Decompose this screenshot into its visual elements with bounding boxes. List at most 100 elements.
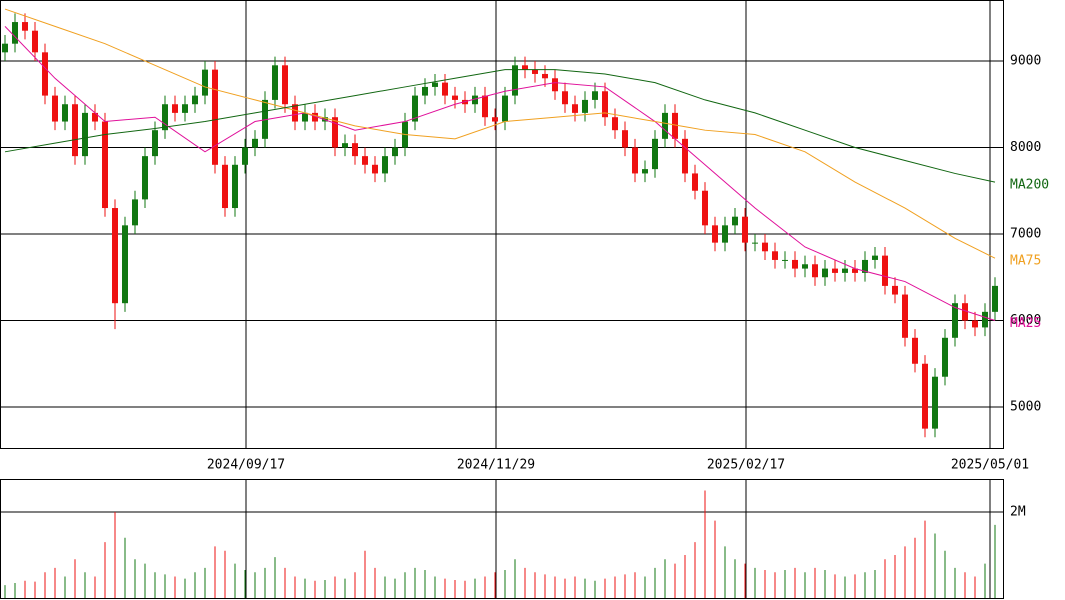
candle-body <box>542 73 548 79</box>
candle-body <box>362 156 368 165</box>
x-tick-label: 2024/09/17 <box>207 458 285 473</box>
moving-average-line <box>4 26 996 321</box>
candle-body <box>882 255 888 286</box>
candle-body <box>352 143 358 157</box>
candle-body <box>422 86 428 96</box>
candle-body <box>62 104 68 122</box>
candle-body <box>972 320 978 328</box>
candle-body <box>442 82 448 96</box>
candle-body <box>712 225 718 243</box>
candle-body <box>812 264 818 278</box>
candle-body <box>432 82 438 87</box>
candle-body <box>802 264 808 269</box>
candle-body <box>42 52 48 96</box>
candle-body <box>552 78 558 92</box>
candle-body <box>982 311 988 328</box>
candle-body <box>962 303 968 321</box>
candle-body <box>892 285 898 295</box>
candle-body <box>582 99 588 113</box>
candle-body <box>82 112 88 157</box>
candle-body <box>682 138 688 174</box>
candle-body <box>92 112 98 122</box>
candle-body <box>672 112 678 139</box>
x-tick-label: 2025/02/17 <box>707 458 785 473</box>
candle-body <box>382 156 388 174</box>
candle-body <box>702 190 708 226</box>
volume-panel <box>0 479 1004 599</box>
candle-body <box>842 268 848 273</box>
y-tick-label: 2M <box>1010 504 1026 519</box>
candle-body <box>162 104 168 131</box>
candle-body <box>152 130 158 157</box>
candle-body <box>902 294 908 338</box>
candle-body <box>722 225 728 243</box>
candle-body <box>182 104 188 113</box>
candle-body <box>602 91 608 118</box>
moving-average-line <box>4 69 996 183</box>
legend-label: MA25 <box>1010 316 1041 331</box>
candle-body <box>252 138 258 148</box>
candle-body <box>532 69 538 74</box>
y-tick-label: 8000 <box>1010 140 1041 155</box>
candle-body <box>822 268 828 278</box>
candle-body <box>272 65 278 100</box>
candle-body <box>452 95 458 100</box>
candle-body <box>292 104 298 122</box>
candle-body <box>12 22 18 44</box>
x-tick-label: 2025/05/01 <box>951 458 1029 473</box>
candle-body <box>652 138 658 170</box>
candle-body <box>752 242 758 244</box>
candle-body <box>862 259 868 273</box>
candle-body <box>332 117 338 148</box>
candle-body <box>592 91 598 100</box>
candle-body <box>692 173 698 191</box>
candle-body <box>642 169 648 174</box>
candle-body <box>102 121 108 209</box>
candle-body <box>492 117 498 122</box>
candle-body <box>782 259 788 261</box>
candle-body <box>932 376 938 429</box>
candle-body <box>572 104 578 113</box>
candle-body <box>302 112 308 122</box>
candle-body <box>72 104 78 157</box>
candle-body <box>762 242 768 252</box>
candle-body <box>2 43 8 53</box>
legend-label: MA75 <box>1010 254 1041 269</box>
candle-body <box>632 147 638 174</box>
candle-body <box>132 199 138 226</box>
candle-body <box>622 130 628 148</box>
candle-body <box>242 147 248 165</box>
candle-body <box>832 268 838 273</box>
y-tick-label: 5000 <box>1010 399 1041 414</box>
candle-body <box>792 259 798 269</box>
candle-body <box>22 22 28 31</box>
y-tick-label: 7000 <box>1010 226 1041 241</box>
candle-body <box>912 337 918 364</box>
candle-body <box>232 164 238 209</box>
candle-body <box>942 337 948 377</box>
candle-body <box>732 216 738 226</box>
candle-body <box>992 285 998 312</box>
candle-body <box>512 65 518 96</box>
candle-body <box>142 156 148 200</box>
candle-body <box>662 112 668 139</box>
candle-body <box>742 216 748 243</box>
candle-body <box>412 95 418 122</box>
candle-body <box>562 91 568 105</box>
candle-body <box>312 112 318 122</box>
candle-body <box>392 147 398 157</box>
legend-label: MA200 <box>1010 178 1049 193</box>
price-panel <box>0 0 1004 449</box>
candle-body <box>52 95 58 122</box>
candle-body <box>922 363 928 429</box>
candle-body <box>172 104 178 113</box>
candle-body <box>32 30 38 53</box>
candle-body <box>222 164 228 209</box>
candle-body <box>522 65 528 70</box>
x-tick-label: 2024/11/29 <box>457 458 535 473</box>
candle-body <box>612 117 618 131</box>
candle-body <box>952 303 958 338</box>
y-tick-label: 9000 <box>1010 53 1041 68</box>
candle-body <box>122 225 128 304</box>
